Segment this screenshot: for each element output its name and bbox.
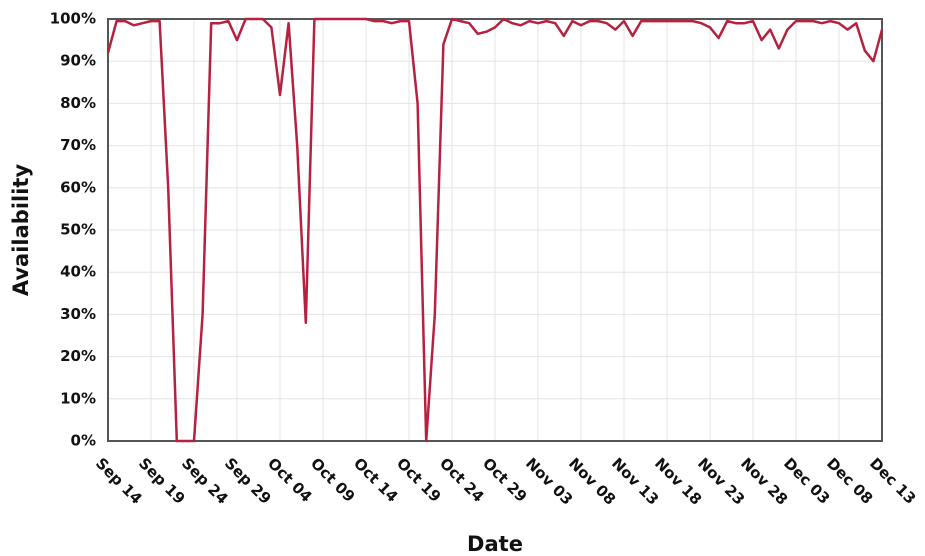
y-tick-label: 80% — [60, 94, 96, 112]
y-tick-label: 100% — [50, 10, 96, 28]
plot-border — [107, 18, 883, 442]
x-tick-label: Dec 03 — [780, 454, 833, 507]
y-tick-label: 40% — [60, 263, 96, 281]
x-tick-label: Sep 29 — [221, 454, 275, 508]
x-tick-label: Nov 23 — [694, 454, 748, 508]
y-tick-label: 20% — [60, 347, 96, 365]
y-tick-label: 90% — [60, 52, 96, 70]
x-tick-label: Dec 13 — [866, 454, 919, 507]
x-tick-label: Sep 14 — [92, 454, 146, 508]
y-tick-label: 60% — [60, 178, 96, 196]
y-axis-title: Availability — [9, 164, 33, 297]
x-tick-label: Oct 14 — [350, 454, 402, 506]
y-tick-label: 0% — [71, 432, 96, 450]
x-tick-label: Oct 24 — [436, 454, 488, 506]
x-tick-label: Oct 09 — [307, 454, 359, 506]
x-tick-label: Nov 03 — [522, 454, 576, 508]
x-tick-label: Dec 08 — [823, 454, 876, 507]
x-tick-label: Nov 18 — [651, 454, 705, 508]
x-tick-label: Nov 28 — [737, 454, 791, 508]
x-tick-label: Oct 29 — [479, 454, 531, 506]
y-tick-label: 50% — [60, 221, 96, 239]
x-tick-label: Sep 24 — [178, 454, 232, 508]
x-tick-label: Nov 08 — [565, 454, 619, 508]
x-tick-label: Nov 13 — [608, 454, 662, 508]
x-tick-label: Oct 19 — [393, 454, 445, 506]
data-line — [106, 17, 884, 443]
y-tick-label: 10% — [60, 389, 96, 407]
y-tick-label: 70% — [60, 136, 96, 154]
x-tick-label: Sep 19 — [135, 454, 189, 508]
y-tick-label: 30% — [60, 305, 96, 323]
x-tick-label: Oct 04 — [264, 454, 316, 506]
x-axis-title: Date — [467, 532, 523, 556]
